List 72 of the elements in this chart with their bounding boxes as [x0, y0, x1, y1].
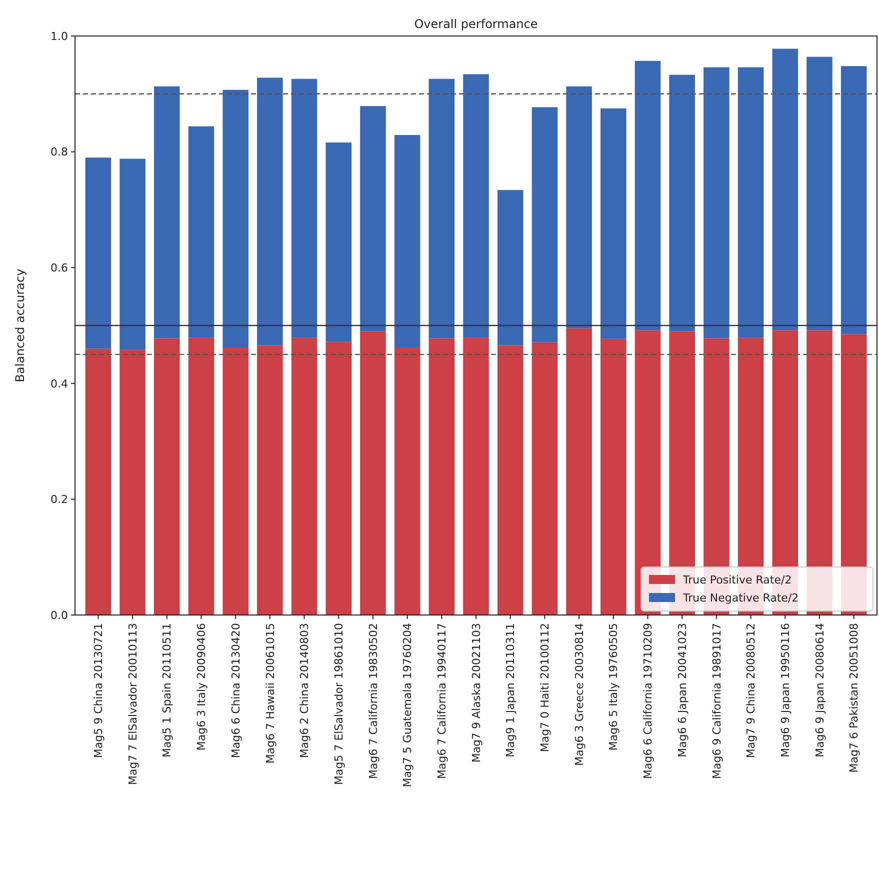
bar	[326, 342, 352, 615]
y-tick-label: 0.6	[50, 261, 68, 274]
bar	[188, 126, 214, 338]
x-tick-label: Mag6 7 California 19940117	[436, 623, 449, 779]
bar	[463, 74, 489, 338]
bar	[85, 158, 112, 349]
x-tick-label: Mag6 9 Japan 19950116	[778, 623, 792, 758]
bar	[291, 338, 318, 615]
x-tick-label: Mag5 1 Spain 20110511	[160, 623, 174, 758]
bar	[532, 342, 558, 615]
bar	[704, 67, 730, 338]
y-tick-label: 0.8	[50, 146, 68, 159]
x-tick-label: Mag6 3 Italy 20090406	[195, 623, 208, 751]
x-tick-label: Mag6 7 California 19830502	[366, 623, 380, 779]
bar	[497, 345, 524, 615]
bar	[394, 348, 420, 615]
x-tick-label: Mag7 5 Guatemala 19760204	[401, 623, 414, 788]
y-tick-label: 1.0	[50, 30, 68, 43]
bar	[840, 66, 867, 334]
bar	[532, 107, 558, 342]
legend-label: True Negative Rate/2	[682, 591, 799, 604]
bar	[497, 190, 524, 346]
bar	[806, 56, 832, 330]
x-tick-label: Mag7 9 China 20080512	[744, 623, 758, 758]
x-tick-label: Mag6 5 Italy 19760505	[607, 623, 620, 751]
x-tick-label: Mag6 6 Japan 20041023	[676, 623, 689, 758]
x-tick-label: Mag6 7 Hawaii 20061015	[264, 623, 277, 764]
bar	[669, 74, 695, 332]
x-tick-label: Mag7 7 ElSalvador 20010113	[126, 623, 140, 785]
x-tick-label: Mag5 9 China 20130721	[92, 623, 106, 758]
bar	[291, 78, 318, 338]
bar	[394, 135, 420, 348]
bar	[428, 78, 455, 338]
x-tick-label: Mag6 6 China 20130420	[229, 623, 242, 758]
x-tick-label: Mag7 6 Pakistan 20051008	[848, 623, 861, 773]
x-tick-label: Mag6 9 Japan 20080614	[813, 623, 826, 758]
x-tick-label: Mag5 7 ElSalvador 19861010	[332, 623, 346, 785]
y-axis-title: Balanced accuracy	[13, 268, 27, 382]
bar	[85, 348, 112, 615]
chart-title: Overall performance	[414, 17, 538, 31]
legend-label: True Positive Rate/2	[682, 573, 792, 586]
bar	[463, 338, 489, 615]
bar	[600, 338, 626, 615]
bar	[222, 90, 248, 348]
bar	[600, 108, 626, 339]
bar	[257, 78, 283, 346]
bar	[257, 345, 283, 615]
bar	[154, 86, 180, 338]
y-tick-label: 0.4	[50, 377, 68, 390]
x-tick-label: Mag7 9 Alaska 20021103	[470, 623, 483, 763]
bar	[222, 348, 248, 615]
bar	[566, 328, 592, 615]
x-tick-label: Mag6 3 Greece 20030814	[572, 623, 586, 766]
x-tick-label: Mag6 6 California 19710209	[642, 623, 655, 779]
bar	[188, 338, 214, 615]
x-tick-label: Mag6 2 China 20140803	[298, 623, 312, 758]
bar	[566, 86, 592, 328]
bar	[326, 142, 352, 342]
bar	[772, 48, 798, 330]
y-tick-label: 0.2	[50, 493, 68, 506]
bar	[120, 350, 146, 615]
bar	[634, 60, 661, 330]
bar	[428, 338, 455, 615]
x-tick-label: Mag7 0 Haiti 20100112	[538, 623, 552, 752]
bar	[120, 158, 146, 350]
bar	[154, 338, 180, 615]
bar	[738, 67, 764, 338]
bar	[360, 331, 386, 615]
bar	[360, 106, 386, 332]
y-tick-label: 0.0	[50, 608, 68, 622]
x-tick-label: Mag9 1 Japan 20110311	[504, 623, 518, 758]
x-tick-label: Mag6 9 California 19891017	[710, 623, 724, 779]
